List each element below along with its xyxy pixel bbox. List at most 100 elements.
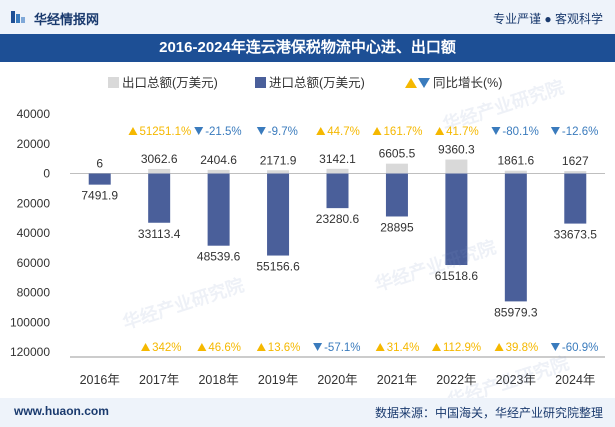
triangle-up-icon	[256, 343, 266, 351]
export-growth-label: 161.7%	[384, 126, 423, 138]
import-bar	[267, 173, 290, 256]
legend-triangle-down-icon	[418, 78, 430, 88]
legend-growth-label: 同比增长(%)	[433, 75, 502, 90]
chart-area: 出口总额(万美元) 进口总额(万美元) 同比增长(%) 40000 20000 0 2000…	[10, 75, 605, 387]
export-value-label: 6605.5	[379, 147, 416, 161]
triangle-down-icon	[550, 343, 560, 351]
import-value-label: 7491.9	[81, 189, 118, 203]
y-tick-label: 80000	[17, 286, 51, 300]
triangle-up-icon	[316, 127, 326, 135]
import-growth-label: 112.9%	[443, 342, 481, 354]
export-bar	[207, 169, 230, 174]
x-tick-label: 2020年	[317, 373, 357, 387]
triangle-down-icon	[256, 127, 266, 135]
legend-import-label: 进口总额(万美元)	[269, 76, 365, 90]
export-value-label: 1627	[562, 154, 589, 168]
export-value-label: 2171.9	[260, 153, 297, 167]
export-bar	[445, 159, 468, 174]
data-source: 数据来源：中国海关，华经产业研究院整理	[374, 406, 603, 420]
footer-bar: www.huaon.com 数据来源：中国海关，华经产业研究院整理	[0, 398, 615, 427]
export-growth-label: -80.1%	[502, 126, 538, 138]
import-bar	[326, 173, 349, 209]
x-tick-label: 2021年	[377, 373, 417, 387]
import-growth-label: 31.4%	[387, 342, 420, 354]
export-growth-label: 51251.1%	[139, 126, 191, 138]
y-tick-label: 60000	[17, 256, 51, 270]
import-value-label: 28895	[380, 220, 414, 234]
triangle-down-icon	[313, 343, 323, 351]
triangle-up-icon	[128, 127, 138, 135]
slogan: 专业严谨 ● 客观科学	[493, 12, 603, 26]
title-bar: 2016-2024年连云港保税物流中心进、出口额	[0, 34, 615, 62]
import-value-label: 61518.6	[435, 269, 479, 283]
x-tick-label: 2017年	[139, 373, 179, 387]
export-growth-label: 41.7%	[446, 126, 479, 138]
export-bar	[504, 170, 527, 174]
export-bar	[148, 168, 171, 174]
import-value-label: 33673.5	[554, 228, 598, 242]
import-growth-label: 342%	[152, 342, 181, 354]
export-value-label: 6	[96, 156, 103, 170]
triangle-down-icon	[194, 127, 204, 135]
export-value-label: 3142.1	[319, 152, 356, 166]
export-growth-label: -9.7%	[268, 126, 298, 138]
logo-icon	[11, 11, 25, 23]
triangle-up-icon	[375, 343, 385, 351]
y-tick-label: 40000	[17, 107, 51, 121]
y-tick-label: 100000	[10, 315, 50, 329]
export-value-label: 1861.6	[497, 154, 534, 168]
x-tick-label: 2022年	[436, 373, 476, 387]
export-bar	[267, 170, 290, 174]
top-banner: 华经情报网 专业严谨 ● 客观科学	[0, 0, 615, 34]
x-tick-label: 2018年	[198, 373, 238, 387]
triangle-down-icon	[550, 127, 560, 135]
triangle-up-icon	[431, 343, 441, 351]
export-value-label: 3062.6	[141, 152, 178, 166]
y-tick-label: 0	[43, 167, 50, 181]
brand-name: 华经情报网	[34, 12, 100, 27]
triangle-up-icon	[197, 343, 207, 351]
y-tick-label: 20000	[17, 196, 51, 210]
import-bar	[207, 173, 230, 246]
triangle-up-icon	[494, 343, 504, 351]
import-value-label: 48539.6	[197, 250, 241, 264]
import-value-label: 55156.6	[256, 260, 300, 274]
legend-triangle-up-icon	[405, 78, 417, 88]
legend-export-swatch	[108, 77, 119, 88]
legend-import-swatch	[255, 77, 266, 88]
import-growth-label: -60.9%	[562, 342, 598, 354]
import-growth-label: 13.6%	[268, 342, 301, 354]
import-growth-label: -57.1%	[324, 342, 360, 354]
import-bar	[504, 173, 527, 302]
import-bar	[385, 173, 408, 217]
export-bar	[564, 171, 587, 174]
triangle-up-icon	[141, 343, 151, 351]
export-growth-label: 44.7%	[327, 126, 360, 138]
export-value-label: 2404.6	[200, 153, 237, 167]
site-url: www.huaon.com	[14, 404, 109, 418]
export-bar	[326, 168, 349, 174]
import-growth-label: 39.8%	[506, 342, 539, 354]
import-value-label: 85979.3	[494, 305, 538, 319]
x-tick-label: 2019年	[258, 373, 298, 387]
y-tick-label: 40000	[17, 226, 51, 240]
legend-export-label: 出口总额(万美元)	[122, 76, 218, 90]
import-bar	[564, 173, 587, 224]
export-bar	[385, 163, 408, 174]
triangle-up-icon	[435, 127, 445, 135]
export-value-label: 9360.3	[438, 143, 475, 157]
triangle-down-icon	[491, 127, 501, 135]
import-value-label: 23280.6	[316, 212, 360, 226]
import-value-label: 33113.4	[138, 227, 181, 241]
chart-title: 2016-2024年连云港保税物流中心进、出口额	[159, 39, 456, 56]
export-growth-label: -12.6%	[562, 126, 598, 138]
x-tick-label: 2024年	[555, 373, 595, 387]
triangle-up-icon	[372, 127, 382, 135]
x-tick-label: 2016年	[80, 373, 120, 387]
export-growth-label: -21.5%	[205, 126, 241, 138]
import-growth-label: 46.6%	[208, 342, 241, 354]
y-tick-label: 120000	[10, 345, 50, 359]
import-bar	[148, 173, 171, 223]
y-tick-label: 20000	[17, 137, 51, 151]
import-bar	[88, 173, 111, 185]
